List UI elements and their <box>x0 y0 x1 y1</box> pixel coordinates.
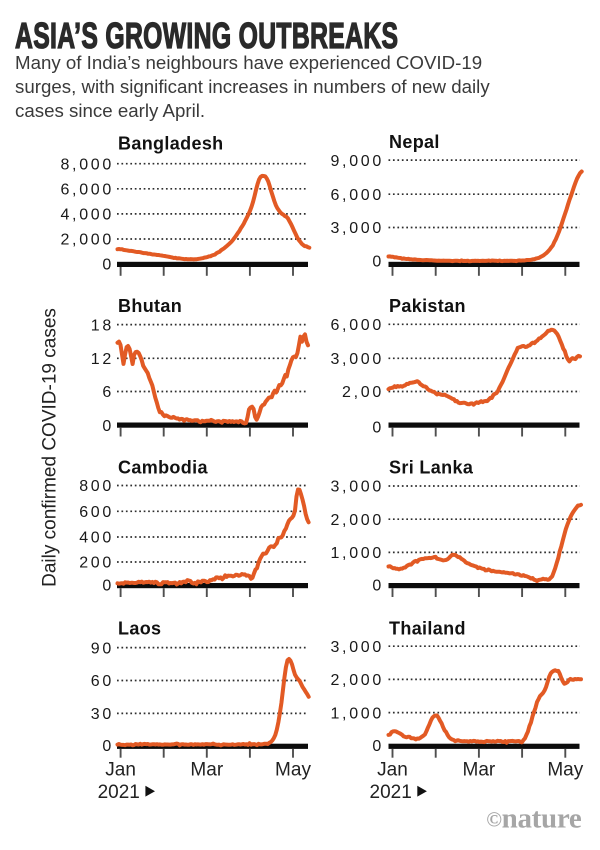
svg-text:6,000: 6,000 <box>60 182 114 199</box>
svg-text:Thailand: Thailand <box>389 618 466 638</box>
svg-text:0: 0 <box>102 256 114 273</box>
svg-text:400: 400 <box>79 530 114 547</box>
svg-text:2,000: 2,000 <box>330 672 384 689</box>
svg-text:8,000: 8,000 <box>60 156 114 173</box>
svg-text:9,000: 9,000 <box>330 153 384 170</box>
svg-text:Bhutan: Bhutan <box>118 296 182 316</box>
svg-text:6: 6 <box>102 384 114 401</box>
svg-text:Bangladesh: Bangladesh <box>118 133 224 153</box>
svg-text:800: 800 <box>79 478 114 495</box>
svg-text:May: May <box>547 760 583 781</box>
svg-text:2,00: 2,00 <box>342 384 384 401</box>
svg-text:30: 30 <box>91 706 114 723</box>
svg-text:1,000: 1,000 <box>330 705 384 722</box>
svg-text:0: 0 <box>102 418 114 435</box>
svg-text:Pakistan: Pakistan <box>389 296 466 316</box>
svg-text:Mar: Mar <box>190 760 223 781</box>
svg-text:6,000: 6,000 <box>330 317 384 334</box>
svg-text:Jan: Jan <box>105 760 136 781</box>
svg-text:90: 90 <box>91 640 114 657</box>
svg-text:Sri Lanka: Sri Lanka <box>389 457 474 477</box>
svg-text:18: 18 <box>91 317 114 334</box>
svg-text:0: 0 <box>372 738 384 755</box>
svg-text:3,000: 3,000 <box>330 351 384 368</box>
svg-text:0: 0 <box>372 578 384 595</box>
svg-text:2021: 2021 <box>98 782 140 803</box>
svg-text:3,000: 3,000 <box>330 220 384 237</box>
svg-text:1,000: 1,000 <box>330 545 384 562</box>
svg-text:©nature: ©nature <box>486 802 582 834</box>
svg-text:4,000: 4,000 <box>60 207 114 224</box>
svg-text:600: 600 <box>79 504 114 521</box>
svg-text:12: 12 <box>91 351 114 368</box>
svg-text:3,000: 3,000 <box>330 479 384 496</box>
svg-text:0: 0 <box>102 738 114 755</box>
svg-text:6,000: 6,000 <box>330 187 384 204</box>
svg-text:2,000: 2,000 <box>330 512 384 529</box>
svg-text:Mar: Mar <box>463 760 496 781</box>
svg-text:May: May <box>275 760 311 781</box>
svg-text:200: 200 <box>79 555 114 572</box>
svg-text:0: 0 <box>372 419 384 436</box>
svg-text:3,000: 3,000 <box>330 639 384 656</box>
svg-text:2021: 2021 <box>370 782 412 803</box>
svg-text:Cambodia: Cambodia <box>118 457 208 477</box>
svg-text:60: 60 <box>91 673 114 690</box>
svg-text:0: 0 <box>102 578 114 595</box>
svg-text:Daily confirmed COVID-19 cases: Daily confirmed COVID-19 cases <box>40 308 61 587</box>
svg-text:Laos: Laos <box>118 618 161 638</box>
svg-text:2,000: 2,000 <box>60 232 114 249</box>
svg-text:0: 0 <box>372 253 384 270</box>
svg-text:Jan: Jan <box>377 760 408 781</box>
svg-text:Nepal: Nepal <box>389 132 440 152</box>
